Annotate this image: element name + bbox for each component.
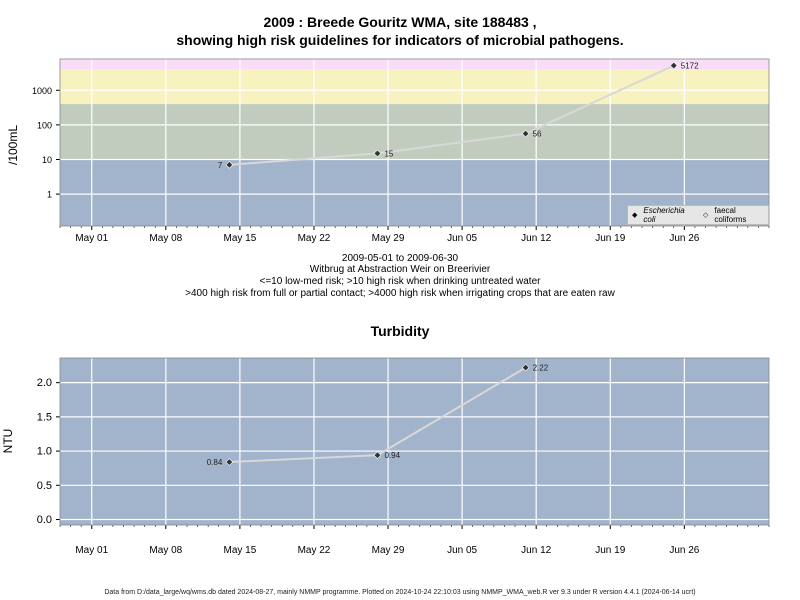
footer-note: Data from D:/data_large/wq/wms.db dated … xyxy=(104,589,696,596)
y-tick-label: 1 xyxy=(47,190,52,200)
x-tick-label: May 29 xyxy=(372,545,405,556)
x-tick-label: May 08 xyxy=(149,233,182,244)
data-point xyxy=(373,451,382,460)
data-label: 0.84 xyxy=(207,458,223,467)
legend-faecal-label: faecal coliforms xyxy=(714,206,747,224)
data-label: 5172 xyxy=(681,62,699,71)
plot-frame xyxy=(59,357,770,526)
x-tick-label: May 15 xyxy=(223,545,256,556)
y-tick-label: 10 xyxy=(42,155,52,165)
x-tick-label: May 15 xyxy=(223,233,256,244)
data-label: 15 xyxy=(384,149,393,158)
y-tick-label: 0.0 xyxy=(37,514,52,526)
chart-caption-2: Witbrug at Abstraction Weir on Breerivie… xyxy=(309,264,491,275)
x-tick-label: Jun 12 xyxy=(521,545,551,556)
x-tick-label: May 01 xyxy=(75,233,108,244)
legend-ecoli-label: Escherichia coli xyxy=(643,206,685,224)
y-tick-label: 0.5 xyxy=(37,480,52,492)
x-tick-label: Jun 05 xyxy=(447,233,477,244)
x-tick-label: Jun 26 xyxy=(669,233,699,244)
data-point xyxy=(521,129,530,138)
y-tick-label: 2.0 xyxy=(37,377,52,389)
y-tick-label: 1.0 xyxy=(37,446,52,458)
chart-title-line1: 2009 : Breede Gouritz WMA, site 188483 , xyxy=(263,14,537,30)
data-label: 7 xyxy=(218,161,223,170)
y-tick-label: 1000 xyxy=(32,86,52,96)
chart-caption-3: <=10 low-med risk; >10 high risk when dr… xyxy=(259,276,541,287)
y-tick-label: 100 xyxy=(37,120,52,130)
y-tick-label: 1.5 xyxy=(37,411,52,423)
series-line xyxy=(229,64,675,166)
risk-band-3 xyxy=(60,59,769,70)
chart-caption-1: 2009-05-01 to 2009-06-30 xyxy=(341,253,459,264)
x-tick-label: May 01 xyxy=(75,545,108,556)
legend-faecal-marker: ◇ xyxy=(703,212,709,219)
data-point xyxy=(225,458,234,466)
data-label: 0.94 xyxy=(384,451,400,460)
chart-caption-4: >400 high risk from full or partial cont… xyxy=(185,288,615,299)
data-point xyxy=(521,363,530,372)
data-point xyxy=(225,161,234,169)
data-point xyxy=(373,149,382,158)
x-tick-label: May 22 xyxy=(298,233,331,244)
plot-frame xyxy=(59,58,770,227)
risk-band-1 xyxy=(60,104,769,160)
data-label: 2.22 xyxy=(533,364,549,373)
turbidity-chart: May 01 May 08 May 15 May 22 May 29 Jun 05 Jun … xyxy=(37,357,770,556)
x-tick-label: Jun 19 xyxy=(595,233,625,244)
data-label: 56 xyxy=(533,130,542,139)
chart-legend: ◆ Escherichia coli ◇ faecal coliforms xyxy=(627,205,769,225)
x-tick-label: Jun 05 xyxy=(447,545,477,556)
legend-ecoli-marker: ◆ xyxy=(632,212,638,219)
chart-title-line2: showing high risk guidelines for indicat… xyxy=(176,32,624,48)
x-tick-label: May 08 xyxy=(149,545,182,556)
data-point xyxy=(669,61,678,70)
plot-background xyxy=(60,358,769,525)
x-tick-label: Jun 19 xyxy=(595,545,625,556)
x-tick-label: Jun 26 xyxy=(669,545,699,556)
turbidity-title: Turbidity xyxy=(370,323,430,339)
x-tick-label: May 22 xyxy=(298,545,331,556)
x-tick-label: Jun 12 xyxy=(521,233,551,244)
x-tick-label: May 29 xyxy=(372,233,405,244)
